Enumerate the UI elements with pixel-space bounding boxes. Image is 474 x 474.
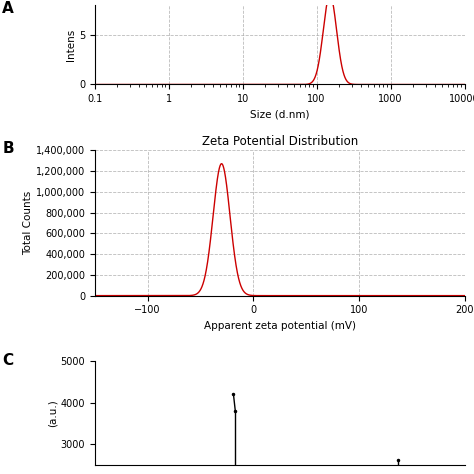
Y-axis label: (a.u.): (a.u.) xyxy=(48,399,58,427)
Title: Zeta Potential Distribution: Zeta Potential Distribution xyxy=(201,135,358,147)
Text: C: C xyxy=(2,353,13,368)
X-axis label: Size (d.nm): Size (d.nm) xyxy=(250,110,310,120)
Text: A: A xyxy=(2,1,14,16)
X-axis label: Apparent zeta potential (mV): Apparent zeta potential (mV) xyxy=(204,321,356,331)
Text: B: B xyxy=(2,141,14,156)
Y-axis label: Total Counts: Total Counts xyxy=(23,191,33,255)
Y-axis label: Intens: Intens xyxy=(66,28,76,61)
